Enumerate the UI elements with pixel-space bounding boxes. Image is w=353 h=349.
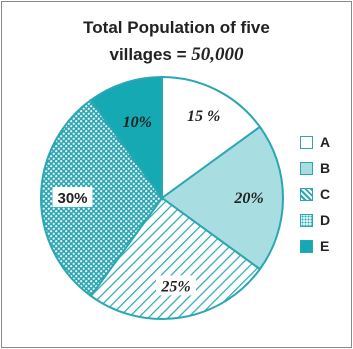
chart-title-line2: villages = 50,000 bbox=[0, 44, 353, 66]
legend-swatch-c bbox=[300, 188, 313, 201]
legend-label-e: E bbox=[320, 238, 330, 254]
legend-swatch-b bbox=[300, 162, 313, 175]
legend-label-b: B bbox=[320, 160, 331, 176]
pie-slice-c bbox=[89, 196, 262, 320]
pie-slice-b bbox=[160, 125, 284, 271]
chart-title-line1: Total Population of five bbox=[83, 18, 270, 37]
slice-label-d: 30% bbox=[57, 190, 87, 207]
slice-label-background-d bbox=[52, 187, 93, 207]
chart-title-prefix: villages = bbox=[109, 45, 192, 64]
legend-swatch-a bbox=[300, 136, 313, 149]
slice-label-b: 20% bbox=[233, 190, 263, 207]
legend-label-a: A bbox=[320, 134, 331, 150]
legend-label-d: D bbox=[320, 212, 331, 228]
legend-swatch-e bbox=[300, 240, 313, 253]
pie-slice-e bbox=[89, 75, 163, 202]
slice-label-c: 25% bbox=[160, 278, 190, 295]
slice-label-background-c bbox=[156, 275, 196, 296]
pie-slice-a bbox=[161, 75, 262, 200]
legend-label-c: C bbox=[320, 186, 331, 202]
slice-label-e: 10% bbox=[123, 114, 152, 131]
chart-title-value: 50,000 bbox=[191, 44, 244, 65]
legend-swatch-d bbox=[300, 214, 313, 227]
pie-slice-d bbox=[40, 98, 164, 298]
slice-label-a: 15 % bbox=[187, 108, 220, 125]
